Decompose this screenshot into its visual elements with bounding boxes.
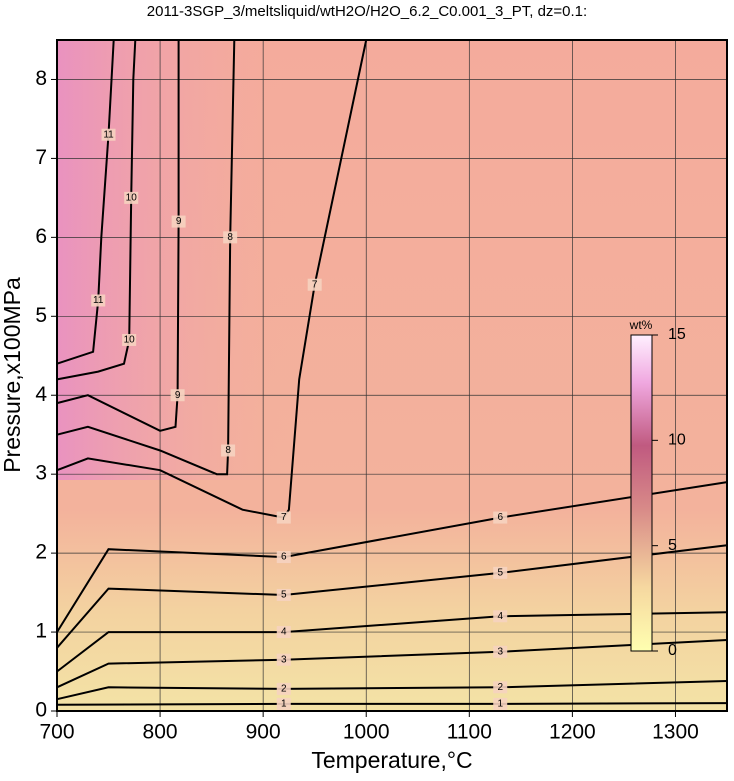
contour-label-bg <box>221 444 236 457</box>
y-tick-label: 3 <box>35 462 47 485</box>
chart-title: 2011-3SGP_3/meltsliquid/wtH2O/H2O_6.2_C0… <box>147 3 587 20</box>
y-tick-label: 6 <box>35 225 47 248</box>
contour-line <box>56 39 236 476</box>
x-tick-label: 1100 <box>447 721 492 744</box>
contour-label: 8 <box>225 445 231 456</box>
x-tick-label: 900 <box>246 721 281 744</box>
contour-line <box>56 39 115 365</box>
contour-label-bg <box>276 682 291 695</box>
contour-label: 11 <box>93 295 104 306</box>
contour-label: 5 <box>497 567 503 578</box>
y-tick-label: 2 <box>35 541 47 564</box>
contour-label: 10 <box>126 193 138 204</box>
y-axis-label: Pressure,x100MPa <box>0 277 25 473</box>
contour-label-bg <box>276 626 291 639</box>
high-water-shade <box>57 40 287 480</box>
colorbar <box>630 334 653 652</box>
contour-label-bg <box>493 681 508 694</box>
contour-label-bg <box>170 389 185 402</box>
contour-label: 9 <box>175 390 181 401</box>
y-tick-label: 5 <box>35 304 47 327</box>
x-tick-label: 1000 <box>343 721 390 744</box>
contour-label-bg <box>276 511 291 524</box>
contour-label-bg <box>101 128 116 141</box>
contour-label: 3 <box>497 646 503 657</box>
contour-label-bg <box>276 551 291 564</box>
contour-label-bg <box>276 588 291 601</box>
contour-label-bg <box>493 697 508 710</box>
contour-label: 2 <box>281 684 287 695</box>
contour-label-bg <box>493 511 508 524</box>
contour-line <box>56 702 728 706</box>
contour-label: 4 <box>281 627 287 638</box>
colorbar-tick-label: 10 <box>668 432 686 449</box>
contour-label: 9 <box>176 216 182 227</box>
contour-label: 6 <box>281 552 287 563</box>
contour-label: 7 <box>312 279 318 290</box>
contour-label: 6 <box>497 512 503 523</box>
contour-label-bg <box>122 333 137 346</box>
contour-label: 8 <box>227 232 233 243</box>
y-tick-label: 4 <box>35 383 47 406</box>
y-tick-label: 7 <box>35 146 47 169</box>
contour-label: 7 <box>281 512 287 523</box>
x-tick-label: 700 <box>39 721 74 744</box>
contour-label-bg <box>91 294 106 307</box>
x-tick-label: 1200 <box>549 721 596 744</box>
contour-label-bg <box>276 653 291 666</box>
contour-label: 3 <box>281 654 287 665</box>
contour-label-bg <box>223 231 238 244</box>
contour-label: 4 <box>497 611 503 622</box>
contour-label: 5 <box>281 590 287 601</box>
contour-label-bg <box>493 566 508 579</box>
x-tick-label: 1300 <box>652 721 699 744</box>
x-axis-label: Temperature,°C <box>311 747 472 773</box>
contour-label-bg <box>171 215 186 228</box>
contour-label: 2 <box>497 682 503 693</box>
colorbar-label: wt% <box>629 318 653 332</box>
contour-label-bg <box>493 610 508 623</box>
y-tick-label: 8 <box>35 67 47 90</box>
colorbar-tick-label: 5 <box>668 537 677 554</box>
contour-label-bg <box>276 697 291 710</box>
contour-label: 1 <box>497 699 503 710</box>
contour-label: 11 <box>103 129 114 140</box>
y-tick-label: 1 <box>35 620 47 643</box>
x-tick-label: 800 <box>143 721 178 744</box>
contour-label: 10 <box>124 335 136 346</box>
y-tick-label: 0 <box>35 699 47 722</box>
contour-label-bg <box>307 278 322 291</box>
contour-label-bg <box>124 191 139 204</box>
plot-frame <box>56 39 728 712</box>
colorbar-tick-label: 0 <box>668 642 677 659</box>
contour-label: 1 <box>281 699 287 710</box>
colorbar-tick-label: 15 <box>668 326 686 343</box>
contour-label-bg <box>493 645 508 658</box>
